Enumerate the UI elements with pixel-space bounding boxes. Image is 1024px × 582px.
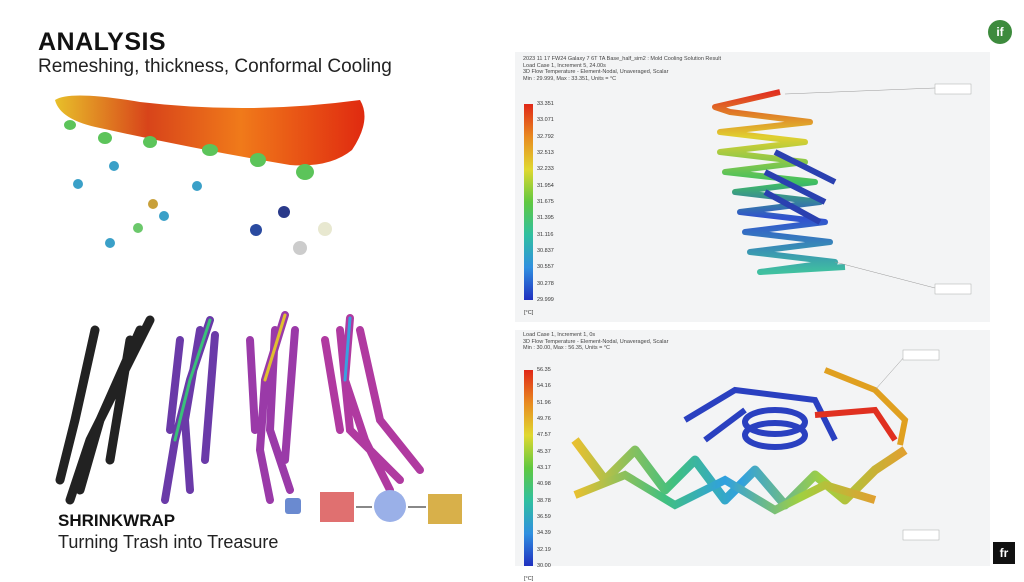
logo: if xyxy=(988,20,1012,44)
color-bar-label: 54.16 xyxy=(537,383,551,390)
section-subtitle: Turning Trash into Treasure xyxy=(58,532,279,552)
color-bar-label: 56.35 xyxy=(537,367,551,373)
color-bar-label: 30.278 xyxy=(537,280,554,287)
color-bar-label: 32.233 xyxy=(537,166,554,173)
sole-model xyxy=(55,95,365,166)
color-bar-label: 43.17 xyxy=(537,465,551,471)
header-line: Load Case 1, Increment 1, 0s xyxy=(523,332,596,338)
color-bar xyxy=(524,370,533,566)
studs xyxy=(64,120,314,180)
color-bar-label: 33.071 xyxy=(537,117,554,124)
color-bar-label: 31.954 xyxy=(537,182,554,189)
color-bar-label: 30.00 xyxy=(537,563,551,569)
color-bar-label: 31.675 xyxy=(537,199,554,205)
header-line: Min : 29.999, Max : 33.351, Units = °C xyxy=(523,75,617,82)
header-line: 3D Flow Temperature - Element-Nodal, Una… xyxy=(523,338,669,345)
color-bar-label: 31.116 xyxy=(537,231,554,238)
pipe-render xyxy=(712,83,972,295)
result-header: Load Case 1, Increment 1, 0s 3D Flow Temp… xyxy=(523,332,668,352)
header-line: 2023 11 17 FW24 Galaxy 7 6T TA Base_half… xyxy=(523,56,722,62)
color-bar-label: 47.57 xyxy=(537,432,551,439)
color-bar-label: 32.513 xyxy=(537,150,554,156)
pipe-render xyxy=(571,349,940,541)
color-bar xyxy=(524,104,533,300)
header-line: Min : 30.00, Max : 56.35, Units = °C xyxy=(523,345,611,351)
left-illustrations xyxy=(55,95,462,524)
slide: {"header":{"title":"ANALYSIS","subtitle"… xyxy=(38,20,1015,582)
color-bar-label: 32.19 xyxy=(537,546,551,553)
color-bar-label: 31.395 xyxy=(537,215,554,222)
stud-inserts xyxy=(73,161,332,255)
color-bar-label: 45.37 xyxy=(537,448,551,455)
color-bar-unit: [°C] xyxy=(524,576,534,582)
footer-logo: fr xyxy=(993,542,1015,564)
header-line: Load Case 1, Increment 5, 24.00s xyxy=(523,62,606,69)
color-bar-label: 30.557 xyxy=(537,264,554,271)
header-line: 3D Flow Temperature - Element-Nodal, Una… xyxy=(523,69,669,75)
color-bar-unit: [°C] xyxy=(524,310,534,316)
subtitle: Remeshing, thickness, Conformal Cooling xyxy=(38,56,392,77)
color-bar-label: 40.98 xyxy=(537,481,551,488)
color-bar-label: 33.351 xyxy=(537,101,554,107)
result-panel: Load Case 1, Increment 1, 0s 3D Flow Temp… xyxy=(515,330,990,582)
title: ANALYSIS xyxy=(38,28,167,56)
result-header: 2023 11 17 FW24 Galaxy 7 6T TA Base_half… xyxy=(523,56,721,82)
color-bar-label: 32.792 xyxy=(537,133,554,140)
workflow-icons xyxy=(285,490,462,524)
color-bar-label: 29.999 xyxy=(537,297,554,303)
color-bar-label: 49.76 xyxy=(537,416,551,422)
color-bar-label: 51.96 xyxy=(537,399,551,406)
color-bar-label: 34.39 xyxy=(537,530,551,537)
section-title: SHRINKWRAP xyxy=(58,511,176,530)
result-panel: 2023 11 17 FW24 Galaxy 7 6T TA Base_half… xyxy=(515,52,990,322)
color-bar-label: 30.837 xyxy=(537,248,554,254)
shrinkwrap-models xyxy=(55,311,424,505)
color-bar-label: 38.78 xyxy=(537,497,551,504)
color-bar-label: 36.59 xyxy=(537,514,551,520)
